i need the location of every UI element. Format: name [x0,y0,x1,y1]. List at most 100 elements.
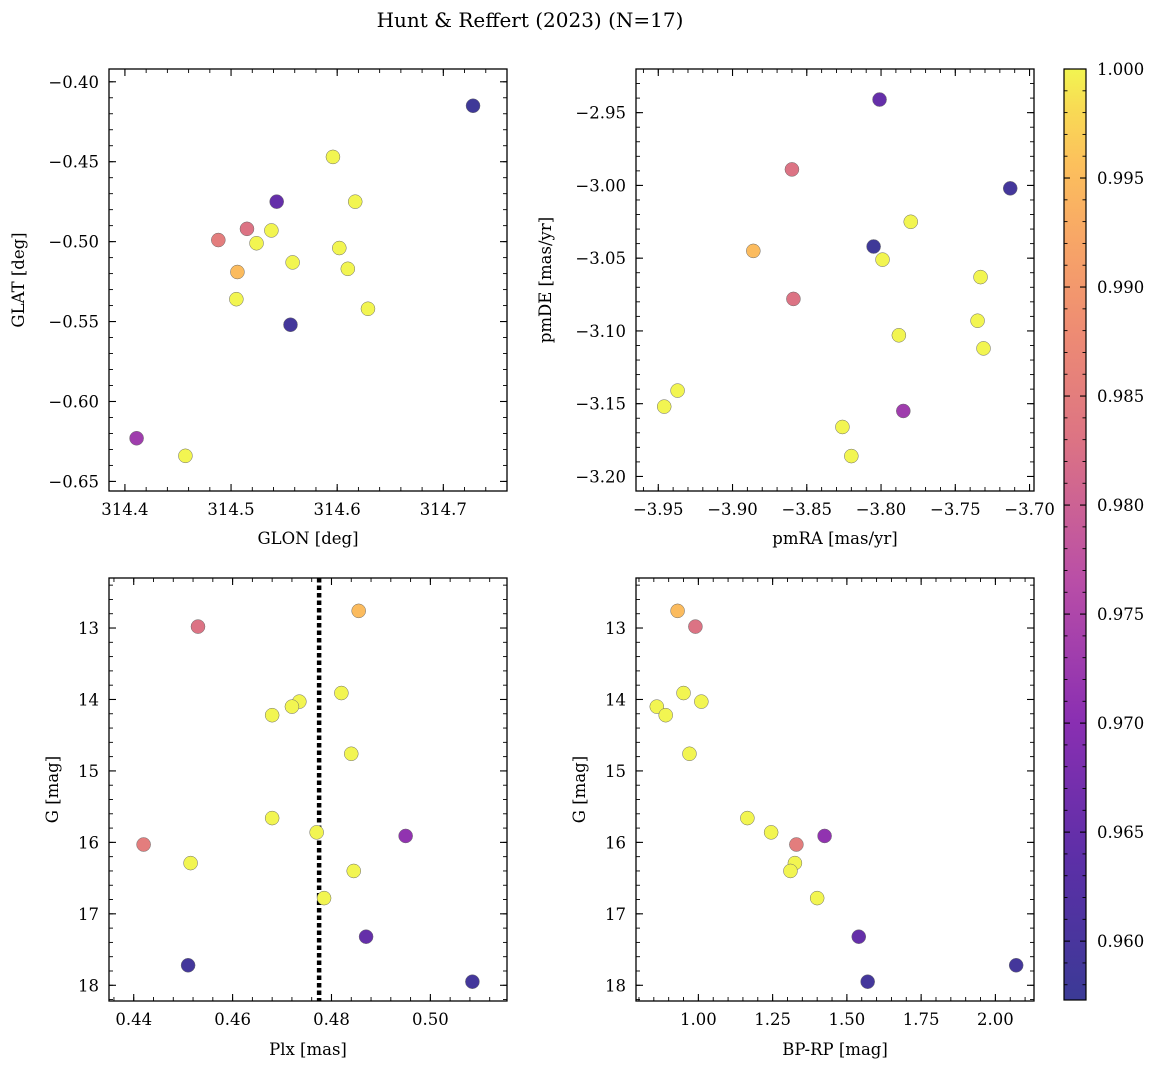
axes-frame [108,68,508,492]
y-tick-label: 14 [78,690,99,709]
x-tick-label: 314.4 [101,500,148,519]
y-tick-label: −0.45 [48,153,99,172]
x-tick-label: 1.50 [829,1010,866,1029]
y-tick-label: −3.00 [575,176,626,195]
colorbar-tick-label: 0.995 [1097,169,1144,188]
scatter-point [129,431,144,446]
scatter-point [656,399,672,414]
scatter-point [658,707,673,723]
scatter-point [763,825,779,840]
scatter-point [817,828,832,844]
scatter-point [740,810,755,826]
y-tick-label: 16 [605,833,626,852]
colorbar-gradient [1063,68,1087,1001]
scatter-point [229,291,244,307]
scatter-point [649,699,665,714]
x-tick-label: −3.70 [1004,500,1055,519]
scatter-point [976,341,991,356]
y-tick-label: −2.95 [575,104,626,123]
scatter-point [670,603,685,619]
y-tick-label: −3.10 [575,322,626,341]
scatter-point [180,958,196,973]
scatter-point [344,746,359,762]
scatter-point [230,264,245,280]
scatter-point [860,974,875,989]
scatter-point [1008,958,1024,973]
y-tick-label: −3.20 [575,467,626,486]
scatter-point [309,825,324,840]
scatter-point [851,929,867,944]
colorbar: 0.960 0.965 0.970 0.975 0.980 0.985 0.990 0.995… [1063,60,1144,1001]
scatter-point [844,448,859,464]
scatter-point [746,243,761,259]
scatter-point [784,162,800,177]
colorbar-tick-label: 1.000 [1097,60,1144,79]
scatter-point [875,252,890,267]
x-axis-label: GLON [deg] [257,529,358,548]
scatter-point [973,269,988,285]
scatter-point [325,149,341,165]
x-tick-label: 0.48 [313,1010,350,1029]
x-tick-label: −3.85 [781,500,832,519]
scatter-point [786,291,801,307]
x-tick-label: 314.5 [207,500,254,519]
scatter-point [866,239,881,254]
panel-plx-g: 0.44 0.46 0.48 0.50 13 14 15 16 17 18 Plx [mas] G [… [43,577,508,1059]
scatter-point [347,194,363,209]
scatter-point [334,685,349,701]
colorbar-tick-label: 0.960 [1097,932,1144,951]
scatter-point [264,810,280,826]
y-tick-label: −0.40 [48,73,99,92]
x-tick-label: 2.00 [977,1010,1014,1029]
x-tick-label: −3.90 [707,500,758,519]
x-tick-label: 1.75 [903,1010,940,1029]
y-tick-label: 17 [605,905,626,924]
axes-frame [635,577,1035,1002]
panel-bprp-g: 1.00 1.25 1.50 1.75 2.00 13 14 15 16 17 18 BP-RP [m… [570,577,1035,1059]
scatter-point [264,223,279,238]
scatter-point [670,383,685,398]
scatter-point [891,328,907,343]
colorbar-tick-label: 0.970 [1097,714,1144,733]
x-tick-label: 1.25 [754,1010,791,1029]
y-tick-label: −0.65 [48,472,99,491]
y-tick-label: 15 [605,762,626,781]
scatter-point [682,746,697,762]
scatter-point [676,685,691,701]
scatter-point [835,419,850,435]
y-tick-label: 17 [78,905,99,924]
scatter-point [694,694,709,709]
scatter-point [358,929,374,944]
y-tick-label: 16 [78,833,99,852]
y-axis-label: GLAT [deg] [9,232,28,327]
scatter-point [970,313,985,328]
scatter-point [783,863,798,879]
scatter-point [316,890,332,906]
y-axis-label: G [mag] [43,756,62,823]
y-tick-label: 13 [605,619,626,638]
scatter-point [340,261,356,277]
x-tick-label: 0.46 [214,1010,251,1029]
y-tick-label: 14 [605,690,626,709]
scatter-point [1002,181,1018,196]
scatter-point [211,232,226,248]
x-tick-label: 0.50 [412,1010,449,1029]
scatter-point [136,837,151,852]
y-tick-label: −0.50 [48,233,99,252]
x-tick-label: 314.7 [420,500,467,519]
scatter-point [178,448,193,464]
axes-frame [108,577,508,1002]
scatter-point [465,98,481,114]
y-tick-label: −0.55 [48,313,99,332]
scatter-point [688,619,703,634]
figure-title: Hunt & Reffert (2023) (N=17) [377,8,684,32]
scatter-point [398,828,413,844]
y-tick-label: 13 [78,619,99,638]
scatter-point [332,240,347,256]
scatter-point [896,403,911,419]
scatter-point [183,855,198,871]
panel-pmra-pmde: −3.95 −3.90 −3.85 −3.80 −3.75 −3.70 −2.95 −3.00… [536,68,1055,548]
y-axis-label: G [mag] [570,756,589,823]
colorbar-tick-label: 0.980 [1097,496,1144,515]
